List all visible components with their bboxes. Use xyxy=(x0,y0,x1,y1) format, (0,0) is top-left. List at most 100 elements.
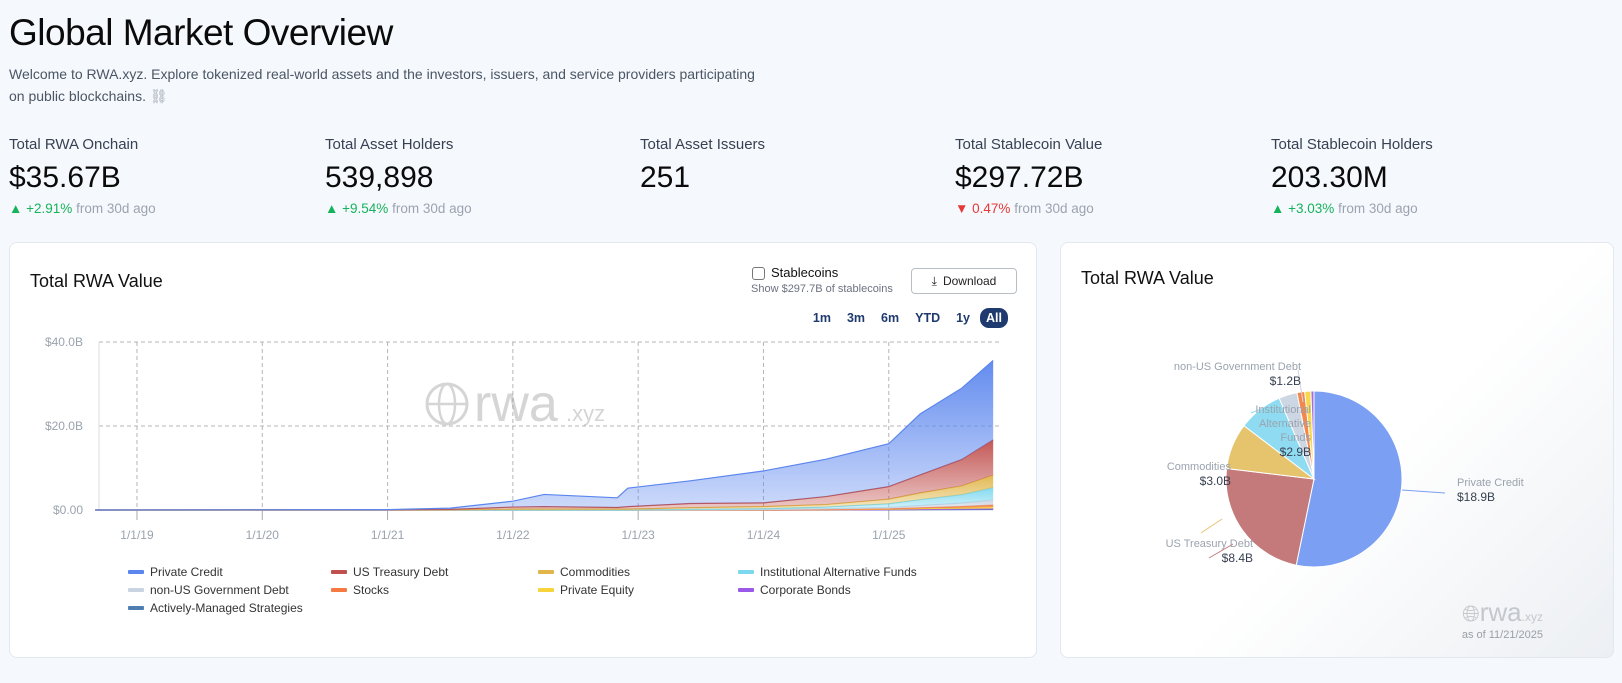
rwa-watermark: rwa .xyz xyxy=(425,375,605,433)
stat-change: ▲ +2.91% from 30d ago xyxy=(9,201,156,216)
watermark-suffix: .xyz xyxy=(566,401,605,426)
slice-name: non-US Government Debt xyxy=(1173,361,1301,373)
stat-value: $297.72B xyxy=(955,161,1084,194)
legend-label: Stocks xyxy=(353,583,390,597)
range-ytd[interactable]: YTD xyxy=(915,311,941,325)
legend-item[interactable]: Commodities xyxy=(538,565,630,579)
down-arrow-icon: ▼ xyxy=(955,201,969,216)
y-tick-label: $40.0B xyxy=(45,335,83,349)
link-icon[interactable]: ⛓ xyxy=(149,88,168,104)
x-tick-label: 1/1/20 xyxy=(246,528,280,542)
pie-slice-us-treasury-debt[interactable] xyxy=(1225,467,1315,566)
legend-item[interactable]: non-US Government Debt xyxy=(128,583,289,597)
pie-slice-corporate-bonds[interactable] xyxy=(1310,390,1315,480)
range-all[interactable]: All xyxy=(980,308,1008,328)
rwa-value-pie-card: Total RWA Value non-US Government Debt $1… xyxy=(1060,242,1614,658)
stat-label: Total Stablecoin Holders xyxy=(1271,136,1433,153)
legend-label: Private Credit xyxy=(150,565,223,579)
pie-label-private-credit: Private Credit $18.9B xyxy=(1457,476,1524,504)
legend-item[interactable]: Actively-Managed Strategies xyxy=(128,601,303,615)
legend-item[interactable]: US Treasury Debt xyxy=(331,565,448,579)
legend-swatch xyxy=(331,588,347,592)
stablecoins-label[interactable]: Stablecoins xyxy=(771,265,839,280)
rwa-watermark-logo: 🌐︎rwa.xyz xyxy=(1462,597,1543,628)
legend-item[interactable]: Private Equity xyxy=(538,583,634,597)
legend-swatch xyxy=(538,570,554,574)
rwa-value-area-card: Total RWA Value Stablecoins Show $297.7B… xyxy=(9,242,1037,658)
download-button[interactable]: ⤓ Download xyxy=(911,268,1017,294)
x-tick-label: 1/1/24 xyxy=(747,528,781,542)
range-1m[interactable]: 1m xyxy=(812,311,831,325)
x-tick-label: 1/1/19 xyxy=(120,528,154,542)
x-tick-label: 1/1/25 xyxy=(872,528,906,542)
stat-label: Total Asset Issuers xyxy=(640,136,766,153)
pie-label-us-treasury-debt: US Treasury Debt $8.4B xyxy=(1166,537,1253,565)
pie-slice-private-credit[interactable] xyxy=(1295,390,1403,568)
y-tick-label: $20.0B xyxy=(45,419,83,433)
stat-label: Total Asset Holders xyxy=(325,136,454,153)
range-6m[interactable]: 6m xyxy=(881,311,900,325)
slice-name: Private Credit xyxy=(1457,477,1524,489)
watermark-text: rwa xyxy=(474,375,558,433)
stablecoins-subtext: Show $297.7B of stablecoins xyxy=(751,283,893,295)
pie-chart xyxy=(1200,369,1446,568)
pie-label-institutional-alternative-funds: Institutional Alternative Funds $2.9B xyxy=(1231,403,1311,459)
legend-label: Corporate Bonds xyxy=(760,583,851,597)
legend-item[interactable]: Institutional Alternative Funds xyxy=(738,565,917,579)
legend-swatch xyxy=(738,570,754,574)
stat-label: Total Stablecoin Value xyxy=(955,136,1103,153)
change-suffix: from 30d ago xyxy=(76,201,156,216)
page-title: Global Market Overview xyxy=(9,12,393,53)
x-tick-label: 1/1/23 xyxy=(621,528,655,542)
pie-leader-line xyxy=(1297,369,1304,403)
stat-label: Total RWA Onchain xyxy=(9,136,139,153)
pie-label-commodities: Commodities $3.0B xyxy=(1167,460,1231,488)
stat-change: ▼ 0.47% from 30d ago xyxy=(955,201,1102,216)
stat-change: ▲ +9.54% from 30d ago xyxy=(325,201,472,216)
stat-total-stablecoin-value: Total Stablecoin Value $297.72B ▼ 0.47% … xyxy=(955,136,1102,216)
stat-value: 539,898 xyxy=(325,161,434,194)
page-description: Welcome to RWA.xyz. Explore tokenized re… xyxy=(9,63,769,107)
legend-label: Commodities xyxy=(560,565,631,579)
slice-value: $18.9B xyxy=(1457,490,1496,504)
pie-label-non-us-government-debt: non-US Government Debt $1.2B xyxy=(1174,360,1301,388)
area-chart: $0.00 $20.0B $40.0B 1/1/19 1/1/20 1/1/21 1/1/2… xyxy=(45,335,1001,542)
stat-value: 251 xyxy=(640,161,691,194)
change-suffix: from 30d ago xyxy=(392,201,472,216)
range-1y[interactable]: 1y xyxy=(956,311,971,325)
legend-item[interactable]: Stocks xyxy=(331,583,389,597)
legend-item[interactable]: Corporate Bonds xyxy=(738,583,851,597)
description-text: Welcome to RWA.xyz. Explore tokenized re… xyxy=(9,66,755,104)
legend-label: non-US Government Debt xyxy=(150,583,289,597)
legend-label: Private Equity xyxy=(560,583,635,597)
legend-swatch xyxy=(538,588,554,592)
up-arrow-icon: ▲ xyxy=(9,201,23,216)
stat-value: 203.30M xyxy=(1271,161,1388,194)
up-arrow-icon: ▲ xyxy=(1271,201,1285,216)
stablecoins-checkbox[interactable] xyxy=(752,267,765,280)
card-title: Total RWA Value xyxy=(30,271,163,291)
pie-leader-line xyxy=(1200,518,1223,534)
legend-item[interactable]: Private Credit xyxy=(128,565,223,579)
change-percent: +3.03% xyxy=(1288,201,1335,216)
pie-leader-line xyxy=(1250,402,1277,414)
x-tick-label: 1/1/22 xyxy=(496,528,530,542)
legend-label: US Treasury Debt xyxy=(353,565,449,579)
slice-name: Commodities xyxy=(1166,461,1231,473)
slice-value: $2.9B xyxy=(1279,445,1311,459)
globe-icon xyxy=(425,382,469,426)
x-tick-label: 1/1/21 xyxy=(371,528,405,542)
watermark-text: rwa xyxy=(1479,597,1522,627)
pie-leader-line xyxy=(1208,543,1234,559)
range-3m[interactable]: 3m xyxy=(846,311,866,325)
legend-swatch xyxy=(128,606,144,610)
card-title: Total RWA Value xyxy=(1081,268,1214,288)
change-percent: +2.91% xyxy=(26,201,73,216)
change-percent: +9.54% xyxy=(342,201,389,216)
legend-swatch xyxy=(331,570,347,574)
globe-icon-meridian xyxy=(437,382,457,426)
area-private-credit[interactable] xyxy=(95,360,994,510)
change-percent: 0.47% xyxy=(972,201,1011,216)
download-icon: ⤓ xyxy=(931,273,937,288)
range-selector: 1m 3m 6m YTD 1y All xyxy=(807,308,1008,328)
